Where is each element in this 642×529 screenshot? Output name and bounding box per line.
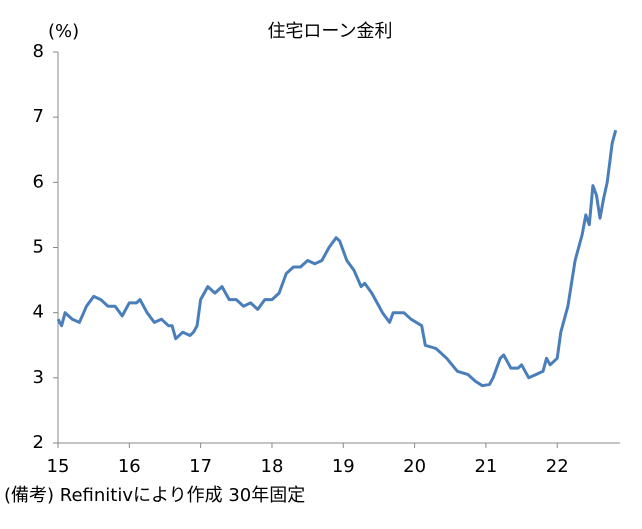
x-tick-label: 17: [189, 456, 212, 477]
y-tick-label: 4: [33, 302, 44, 323]
x-tick-label: 20: [403, 456, 426, 477]
x-tick-label: 15: [47, 456, 70, 477]
y-axis-unit: (%): [48, 21, 79, 42]
y-tick-label: 8: [33, 41, 44, 62]
y-tick-label: 7: [33, 106, 44, 127]
y-tick-label: 3: [33, 367, 44, 388]
y-tick-label: 6: [33, 171, 44, 192]
x-tick-label: 21: [474, 456, 497, 477]
line-series: [56, 129, 618, 388]
y-tick-label: 5: [33, 237, 44, 258]
note: (備考) Refinitivにより作成 30年固定: [4, 485, 305, 506]
x-tick-label: 22: [546, 456, 569, 477]
x-tick-label: 16: [118, 456, 141, 477]
y-tick-label: 2: [33, 432, 44, 453]
x-tick-label: 18: [261, 456, 284, 477]
chart-title: 住宅ローン金利: [267, 21, 392, 42]
x-tick-label: 19: [332, 456, 355, 477]
